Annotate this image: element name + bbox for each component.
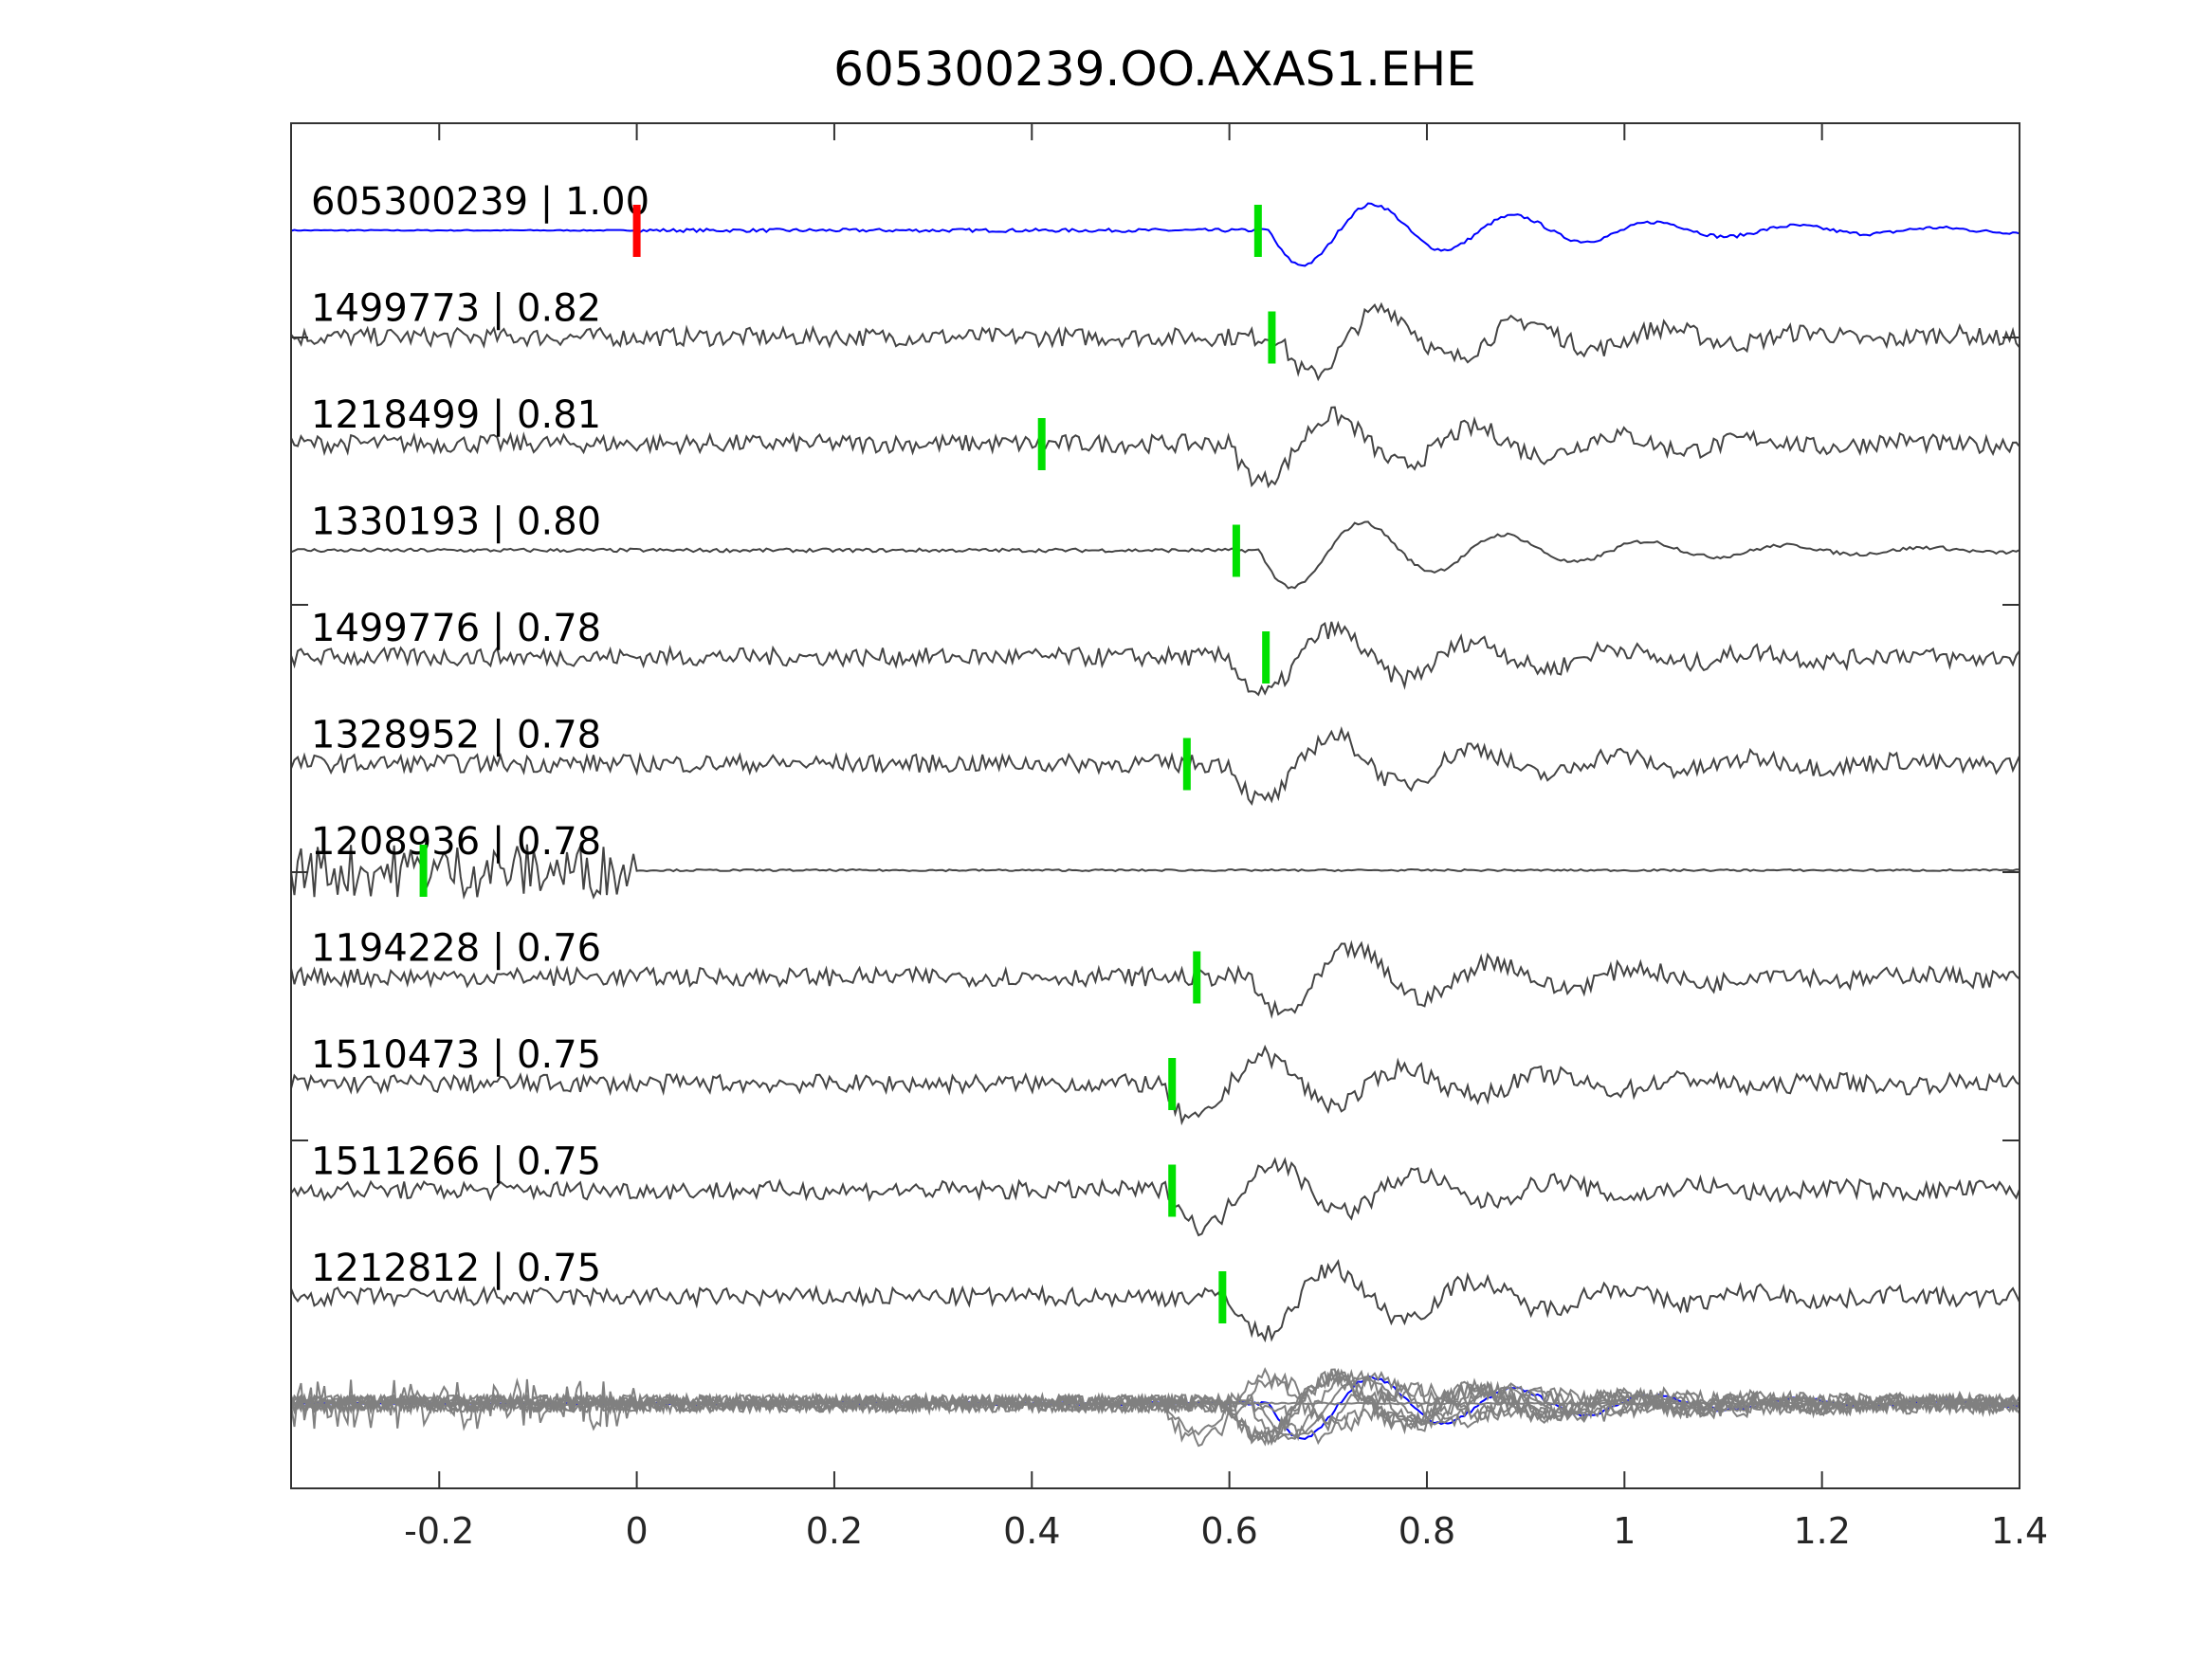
trace-label: 1194228 | 0.76 xyxy=(311,927,601,971)
trace-1499773 xyxy=(290,301,2020,382)
trace-1218499 xyxy=(290,406,2020,489)
x-tick-label: 0.6 xyxy=(1200,1510,1257,1552)
chart-title: 605300239.OO.AXAS1.EHE xyxy=(833,42,1476,97)
trace-1510473 xyxy=(290,1044,2020,1126)
x-tick-label: 0.8 xyxy=(1398,1510,1455,1552)
x-tick-label: 1.2 xyxy=(1793,1510,1850,1552)
trace-1208936 xyxy=(290,844,2020,901)
trace-label: 1511266 | 0.75 xyxy=(311,1140,601,1184)
plot-frame xyxy=(290,122,2020,1489)
trace-1499776 xyxy=(290,620,2020,697)
trace-label: 1330193 | 0.80 xyxy=(311,501,601,544)
trace-label: 1218499 | 0.81 xyxy=(311,393,601,437)
trace-label: 1212812 | 0.75 xyxy=(311,1247,601,1290)
x-tick-label: -0.2 xyxy=(404,1510,474,1552)
trace-1328952 xyxy=(290,726,2020,806)
trace-label: 1328952 | 0.78 xyxy=(311,714,601,757)
x-tick-label: 0.2 xyxy=(806,1510,863,1552)
trace-1212812 xyxy=(290,1258,2020,1343)
x-tick-label: 1 xyxy=(1613,1510,1636,1552)
x-tick-label: 1.4 xyxy=(1991,1510,2048,1552)
x-tick-label: 0.4 xyxy=(1003,1510,1060,1552)
trace-605300239 xyxy=(290,202,2020,267)
trace-label: 1499776 | 0.78 xyxy=(311,607,601,650)
trace-1511266 xyxy=(290,1157,2020,1237)
stack-trace xyxy=(290,1368,2020,1447)
trace-label: 1510473 | 0.75 xyxy=(311,1033,601,1077)
trace-1194228 xyxy=(290,939,2020,1019)
x-tick-label: 0 xyxy=(626,1510,649,1552)
trace-1330193 xyxy=(290,520,2020,590)
trace-label: 605300239 | 1.00 xyxy=(311,180,649,224)
trace-label: 1499773 | 0.82 xyxy=(311,287,601,331)
trace-label: 1208936 | 0.78 xyxy=(311,820,601,864)
